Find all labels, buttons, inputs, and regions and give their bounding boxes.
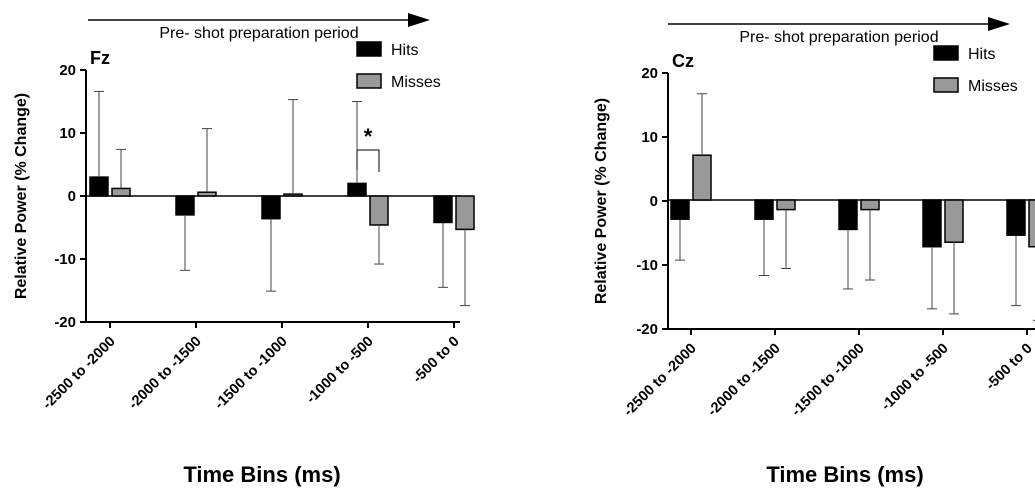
bar-hits — [89, 176, 109, 197]
y-axis-title: Relative Power (% Change) — [13, 93, 30, 299]
y-tick-label: 20 — [59, 62, 76, 79]
y-tick-label: -20 — [54, 314, 76, 331]
bar-hits — [670, 199, 690, 220]
x-axis-title: Time Bins (ms) — [183, 462, 340, 487]
y-tick-label: -10 — [636, 257, 658, 274]
bar-hits — [1006, 199, 1026, 236]
panel-label: Fz — [90, 48, 110, 68]
chart-panel-cz: Pre- shot preparation period Cz 20 10 0 -10 -2… — [593, 17, 1035, 487]
period-arrow-head — [988, 17, 1010, 31]
x-tick-label: -1500 to -1000 — [789, 341, 868, 420]
y-tick-label: 10 — [59, 125, 76, 142]
bar-misses — [369, 195, 389, 226]
bar-hits — [433, 195, 453, 224]
y-tick-label: 10 — [641, 129, 658, 146]
x-tick-label: -500 to 0 — [410, 334, 463, 387]
x-axis-title: Time Bins (ms) — [766, 462, 923, 487]
legend-label-misses: Misses — [391, 74, 441, 91]
bar-misses — [197, 191, 217, 197]
y-tick-label: -20 — [636, 321, 658, 338]
bar-hits — [922, 199, 942, 248]
bar-misses — [283, 193, 303, 197]
bar-misses — [455, 195, 475, 231]
x-tick-label: -1500 to -1000 — [212, 334, 291, 413]
bar-misses — [111, 187, 131, 197]
bar-hits — [754, 199, 774, 220]
x-tick-label: -2000 to -1500 — [126, 334, 205, 413]
bar-misses — [1028, 199, 1035, 248]
significance-bracket — [356, 149, 380, 172]
x-tick-label: -2500 to -2000 — [40, 334, 119, 413]
x-tick-label: -1000 to -500 — [303, 334, 376, 407]
period-arrow-head — [408, 13, 430, 27]
y-tick-label: 20 — [641, 65, 658, 82]
legend-swatch-misses — [356, 73, 382, 89]
bar-hits — [838, 199, 858, 231]
y-axis-title: Relative Power (% Change) — [593, 98, 610, 304]
significance-star: * — [364, 124, 373, 149]
y-tick-label: 0 — [68, 188, 76, 205]
legend-swatch-misses — [933, 77, 959, 93]
bar-hits — [175, 195, 195, 216]
bar-misses — [776, 199, 796, 211]
x-tick-label: -2000 to -1500 — [705, 341, 784, 420]
legend-label-hits: Hits — [391, 42, 419, 59]
y-tick-label: -10 — [54, 251, 76, 268]
x-tick-label: -500 to 0 — [983, 341, 1035, 394]
legend-swatch-hits — [356, 41, 382, 57]
y-tick-label: 0 — [650, 193, 658, 210]
bar-misses — [692, 154, 712, 201]
chart-panel-fz: Pre- shot preparation period Fz 20 10 0 -10 -2… — [13, 13, 475, 487]
bar-misses — [944, 199, 964, 243]
period-arrow-label: Pre- shot preparation period — [739, 29, 938, 46]
panel-label: Cz — [672, 51, 694, 71]
x-tick-label: -1000 to -500 — [878, 341, 951, 414]
bar-hits — [347, 182, 367, 197]
legend-label-misses: Misses — [968, 78, 1018, 95]
legend-label-hits: Hits — [968, 46, 996, 63]
x-tick-label: -2500 to -2000 — [621, 341, 700, 420]
period-arrow-label: Pre- shot preparation period — [159, 25, 358, 42]
legend-swatch-hits — [933, 45, 959, 61]
bar-misses — [860, 199, 880, 211]
bar-hits — [261, 195, 281, 220]
